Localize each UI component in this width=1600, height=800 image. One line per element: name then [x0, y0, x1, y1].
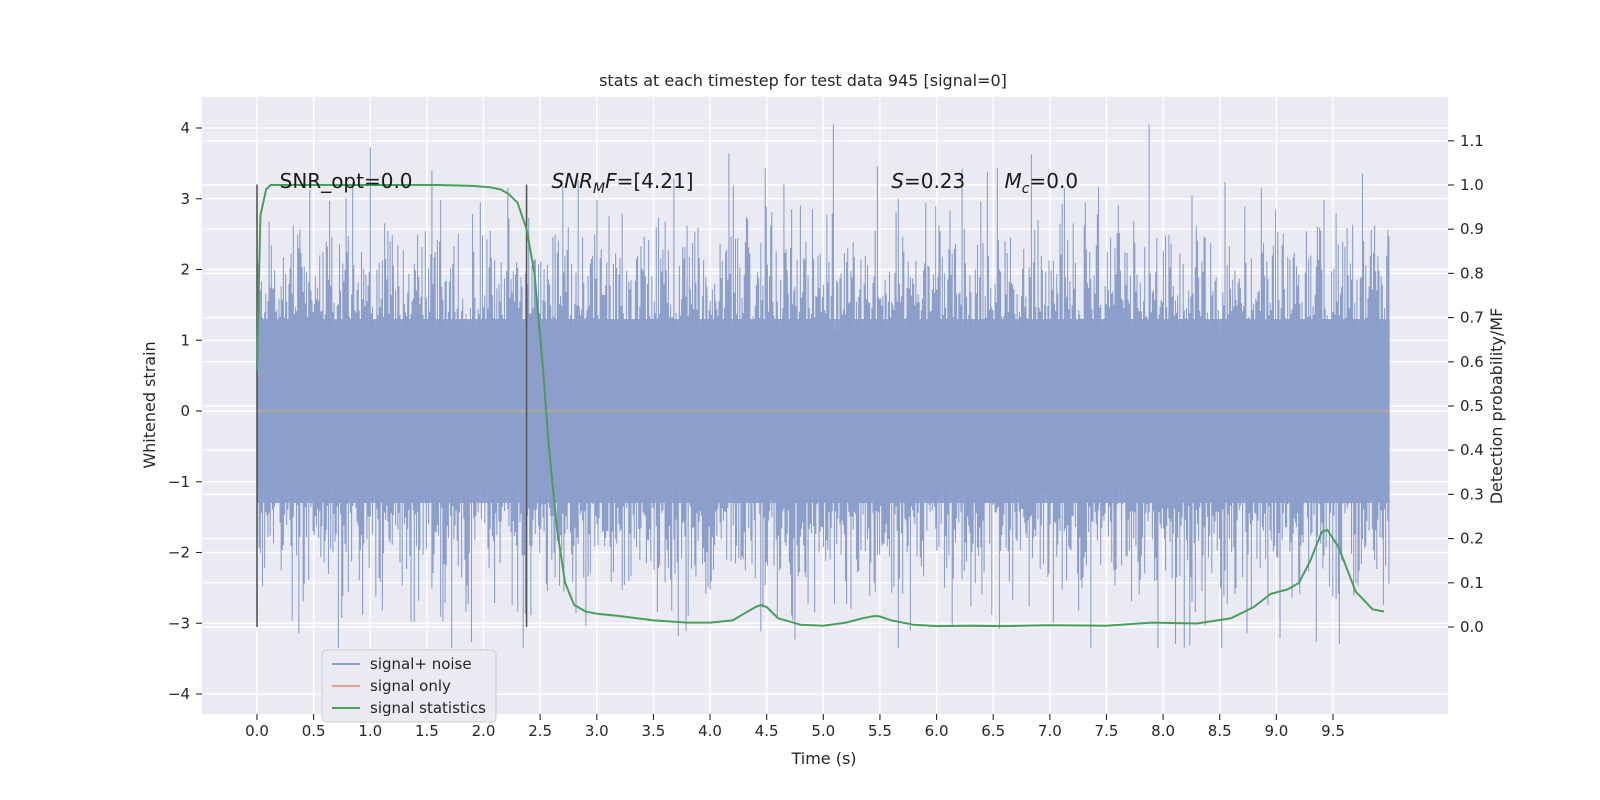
- x-tick-label: 5.5: [868, 722, 892, 740]
- annotation-s-stat: S=0.23: [891, 169, 965, 193]
- annotation-suffix-italic: F: [605, 169, 617, 193]
- annotation-snr-mf: SNRMF=[4.21]: [551, 169, 693, 197]
- annotation-text: M: [1005, 169, 1022, 193]
- x-tick-label: 1.0: [358, 722, 382, 740]
- annotations: SNR_opt=0.0 SNRMF=[4.21] S=0.23 Mc=0.0: [280, 169, 1078, 197]
- x-tick-label: 0.5: [302, 722, 326, 740]
- legend-box: [321, 649, 497, 723]
- x-tick-label: 2.5: [528, 722, 552, 740]
- annotation-text: S: [891, 169, 904, 193]
- annotation-suffix: F=[4.21]: [605, 169, 693, 193]
- y-right-tick-label: 1.0: [1460, 176, 1484, 194]
- y-tick-label: 0: [180, 402, 190, 420]
- x-tick-label: 6.0: [925, 722, 949, 740]
- legend-label: signal only: [370, 677, 451, 695]
- y-axis-right-label: Detection probability/MF: [1487, 308, 1506, 505]
- x-tick-label: 9.0: [1264, 722, 1288, 740]
- y-right-tick-label: 0.2: [1460, 530, 1484, 548]
- y-right-tick-label: 0.6: [1460, 353, 1484, 371]
- x-axis-label: Time (s): [790, 749, 856, 768]
- x-tick-label: 8.5: [1208, 722, 1232, 740]
- x-tick-label: 3.0: [585, 722, 609, 740]
- y-right-tick-label: 1.1: [1460, 132, 1484, 150]
- x-tick-label: 4.5: [755, 722, 779, 740]
- y-tick-label: −3: [168, 614, 190, 632]
- y-tick-label: 2: [180, 261, 190, 279]
- y-axis-right-ticks: 1.1 1.0 0.9 0.8 0.7 0.6 0.5 0.4 0.3 0.2 0.1 0.0: [1448, 132, 1484, 636]
- x-tick-label: 8.0: [1151, 722, 1175, 740]
- y-right-tick-label: 0.0: [1460, 618, 1484, 636]
- x-tick-label: 7.0: [1038, 722, 1062, 740]
- annotation-text: SNR_opt=0.0: [280, 169, 413, 193]
- y-right-tick-label: 0.3: [1460, 485, 1484, 503]
- y-right-tick-label: 0.7: [1460, 309, 1484, 327]
- y-right-tick-label: 0.4: [1460, 441, 1484, 459]
- legend-label: signal+ noise: [370, 655, 472, 673]
- y-axis-label: Whitened strain: [140, 341, 159, 468]
- signal-statistics-series: [256, 184, 1385, 628]
- annotation-text: SNR: [551, 169, 593, 193]
- y-tick-label: −2: [168, 544, 190, 562]
- y-tick-label: 1: [180, 331, 190, 349]
- x-tick-label: 4.0: [698, 722, 722, 740]
- x-tick-label: 3.5: [641, 722, 665, 740]
- x-tick-label: 9.5: [1321, 722, 1345, 740]
- annotation-snr-opt: SNR_opt=0.0: [280, 169, 413, 193]
- x-tick-label: 7.5: [1095, 722, 1119, 740]
- annotation-mc: Mc=0.0: [1005, 169, 1079, 197]
- y-tick-label: −1: [168, 473, 190, 491]
- annotation-suffix-rest: =[4.21]: [617, 169, 694, 193]
- x-tick-label: 5.0: [811, 722, 835, 740]
- x-tick-label: 0.0: [245, 722, 269, 740]
- y-axis-ticks: 4 3 2 1 0 −1 −2 −3 −4: [168, 119, 202, 703]
- x-axis-ticks: 0.0 0.5 1.0 1.5 2.0 2.5 3.0 3.5 4.0 4.5 5.0 5.5 6.0 6…: [245, 714, 1345, 740]
- y-tick-label: 3: [180, 190, 190, 208]
- chart-title: stats at each timestep for test data 945…: [599, 71, 1007, 90]
- legend-label: signal statistics: [370, 699, 486, 717]
- annotation-subscript: c: [1022, 181, 1030, 197]
- annotation-suffix: =0.23: [904, 169, 965, 193]
- y-tick-label: −4: [168, 685, 190, 703]
- x-tick-label: 2.0: [472, 722, 496, 740]
- x-tick-label: 1.5: [415, 722, 439, 740]
- y-right-tick-label: 0.9: [1460, 220, 1484, 238]
- annotation-suffix: =0.0: [1030, 169, 1079, 193]
- detection-markers: [256, 184, 528, 627]
- y-right-tick-label: 0.1: [1460, 574, 1484, 592]
- y-right-tick-label: 0.5: [1460, 397, 1484, 415]
- y-tick-label: 4: [180, 119, 190, 137]
- y-right-tick-label: 0.8: [1460, 264, 1484, 282]
- annotation-subscript: M: [593, 181, 605, 197]
- signal-statistics-line: [256, 184, 1385, 628]
- x-tick-label: 6.5: [981, 722, 1005, 740]
- legend: signal+ noise signal only signal statistic…: [321, 649, 497, 723]
